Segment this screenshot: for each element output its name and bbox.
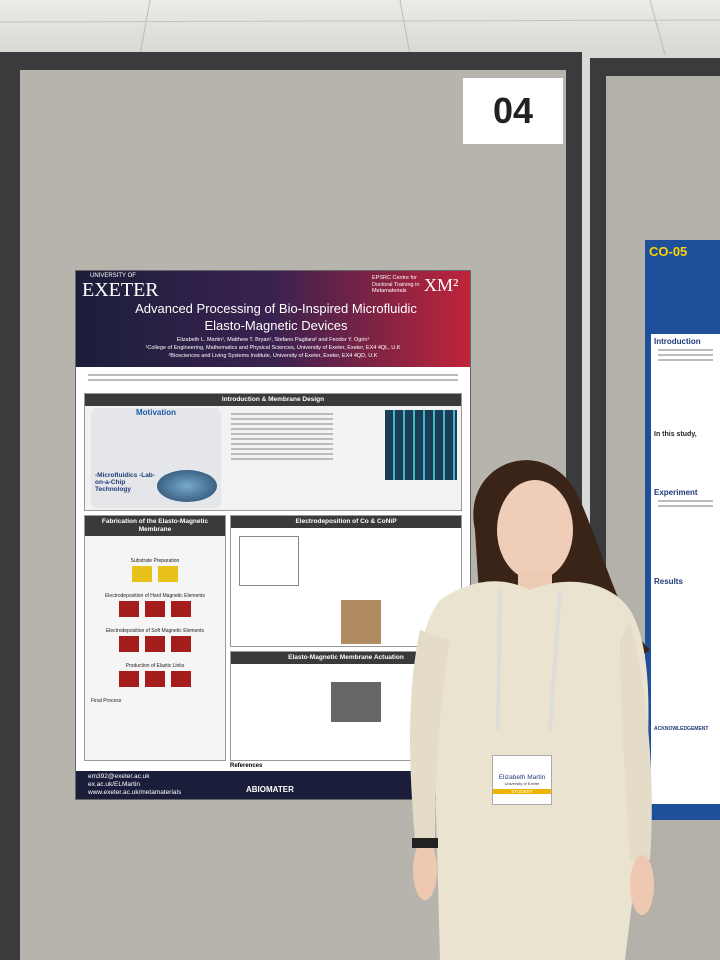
- section-title: In this study,: [654, 431, 697, 438]
- step-label: Final Process: [91, 697, 122, 704]
- sample-image: [145, 670, 165, 687]
- section-title: ACKNOWLEDGEMENT: [654, 726, 709, 732]
- figure-title: Motivation: [136, 408, 176, 417]
- university-logo: EXETER: [82, 279, 159, 301]
- shape: [231, 443, 333, 445]
- name-badge: Elizabeth Martin University of Exeter ST…: [492, 755, 552, 805]
- shape: [620, 620, 652, 860]
- shape: [548, 589, 562, 731]
- section: Electrodeposition of Co & CoNiP: [230, 515, 462, 647]
- shape: [649, 0, 666, 55]
- sample-image: [171, 670, 191, 687]
- sample-image: [145, 635, 165, 652]
- section-title: Experiment: [654, 488, 698, 497]
- sample-image: [132, 565, 152, 582]
- board-number: 04: [463, 78, 563, 144]
- shape: [497, 480, 573, 580]
- figure-image: [385, 410, 457, 480]
- section-title: Results: [654, 577, 683, 586]
- shape: [231, 413, 333, 415]
- person: [410, 460, 654, 960]
- badge-name: Elizabeth Martin: [498, 774, 546, 781]
- figure-image: [341, 600, 381, 644]
- shape: [231, 438, 333, 440]
- text-line: [658, 354, 713, 356]
- text-line: [658, 359, 713, 361]
- shape: [231, 428, 333, 430]
- university-label: UNIVERSITY OF: [90, 273, 136, 279]
- references: References: [230, 763, 263, 769]
- sample-image: [158, 565, 178, 582]
- badge-affiliation: University of Exeter: [504, 781, 540, 786]
- text-line: [658, 349, 713, 351]
- shape: [231, 453, 333, 455]
- poster-footer: [76, 771, 470, 799]
- section: Introduction & Membrane Design Motivatio…: [84, 393, 462, 511]
- figure-image: [331, 682, 381, 722]
- poster-body: Introduction In this study, Experiment R…: [651, 334, 720, 804]
- text-line: [88, 379, 458, 381]
- poster-code: CO-05: [649, 244, 688, 259]
- centre-name: EPSRC Centre for Doctoral Training in Me…: [372, 275, 420, 295]
- contact: www.exeter.ac.uk/metamaterials: [88, 789, 182, 796]
- figure-caption: -Microfluidics -Lab-on-a-Chip Technology: [95, 472, 155, 493]
- step-label: Electrodeposition of Hard Magnetic Eleme…: [104, 592, 206, 599]
- figure-image: [157, 470, 217, 502]
- badge-role: STUDENT: [493, 789, 551, 794]
- contact: em392@exeter.ac.uk: [88, 773, 150, 780]
- section-title: Fabrication of the Elasto-Magnetic Membr…: [85, 516, 225, 536]
- shape: [231, 448, 333, 450]
- step-label: Production of Elastic Links: [125, 662, 185, 669]
- affiliation: ¹College of Engineering, Mathematics and…: [145, 345, 401, 351]
- text-block: [227, 410, 337, 463]
- neighbor-poster: CO-05 Introduction In this study, Experi…: [645, 240, 720, 820]
- shape: [231, 458, 333, 460]
- abstract: [84, 371, 462, 391]
- figure: Motivation -Microfluidics -Lab-on-a-Chip…: [91, 408, 221, 508]
- ceiling-grid: [0, 0, 720, 55]
- centre-logo: XM²: [424, 275, 459, 295]
- text-line: [658, 505, 713, 507]
- shape: [231, 418, 333, 420]
- figure-image: [239, 536, 299, 586]
- shape: [0, 19, 720, 23]
- poster-title: Advanced Processing of Bio-Inspired Micr…: [135, 301, 417, 333]
- shape: [231, 423, 333, 425]
- authors: Elizabeth L. Martin¹, Matthew T. Bryan¹,…: [176, 337, 370, 343]
- section-title: Electrodeposition of Co & CoNiP: [231, 516, 461, 528]
- section: Fabrication of the Elasto-Magnetic Membr…: [84, 515, 226, 761]
- poster-header: UNIVERSITY OF EXETER EPSRC Centre for Do…: [76, 271, 470, 367]
- section-title: Introduction & Membrane Design: [85, 394, 461, 406]
- shape: [410, 630, 450, 840]
- shape: [399, 0, 411, 55]
- shape: [496, 589, 502, 731]
- contact: ex.ac.uk/ELMartin: [88, 781, 141, 788]
- text-line: [88, 374, 458, 376]
- shape: [630, 855, 654, 915]
- sample-image: [119, 600, 139, 617]
- step-label: Substrate Preparation: [130, 557, 180, 564]
- sample-image: [145, 600, 165, 617]
- sample-image: [119, 670, 139, 687]
- sample-image: [171, 635, 191, 652]
- shape: [413, 840, 437, 900]
- section-title: Introduction: [654, 337, 701, 346]
- shape: [231, 433, 333, 435]
- section-title: Elasto-Magnetic Membrane Actuation: [231, 652, 461, 664]
- sample-image: [171, 600, 191, 617]
- sample-image: [119, 635, 139, 652]
- text-line: [658, 500, 713, 502]
- shape: [139, 0, 151, 55]
- step-label: Electrodeposition of Soft Magnetic Eleme…: [105, 627, 205, 634]
- sponsor-logo: ABIOMATER: [246, 785, 294, 794]
- poster: UNIVERSITY OF EXETER EPSRC Centre for Do…: [75, 270, 471, 800]
- affiliation: ²Biosciences and Living Systems Institut…: [168, 353, 378, 359]
- ceiling: [0, 0, 720, 55]
- shape: [412, 838, 438, 848]
